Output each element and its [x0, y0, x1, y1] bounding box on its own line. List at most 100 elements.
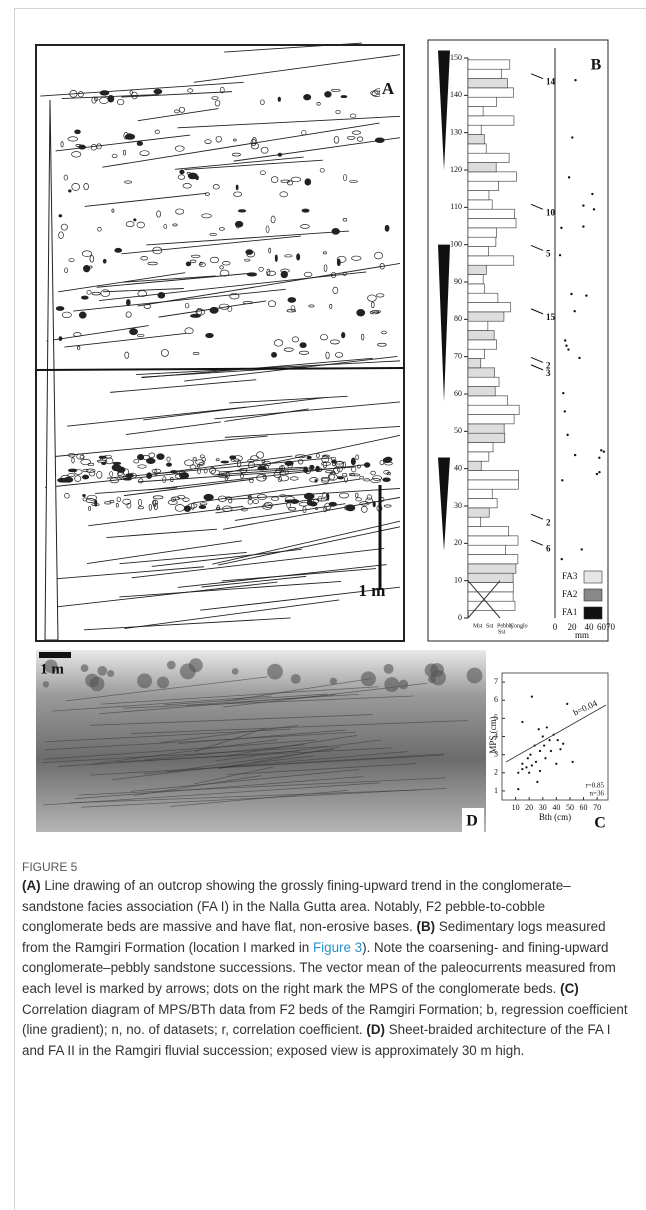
data-point: [539, 770, 541, 772]
pebble: [59, 337, 62, 341]
log-bed: [468, 536, 518, 545]
data-point: [527, 757, 529, 759]
pebble: [315, 479, 317, 482]
tree: [399, 680, 409, 690]
pebble: [300, 343, 306, 348]
log-bed: [468, 340, 497, 349]
pebble: [341, 332, 345, 338]
grain-label: Mst: [473, 623, 483, 629]
tree: [330, 678, 337, 685]
pebble: [206, 333, 214, 337]
tree: [384, 677, 399, 692]
arrow-label: 10: [546, 207, 556, 217]
pebble: [100, 91, 109, 96]
stat-label: n=36: [590, 790, 605, 798]
y-tick-label: 60: [454, 389, 462, 398]
pebble: [199, 505, 206, 508]
x-tick-label: 50: [566, 803, 574, 812]
mps-dot: [603, 450, 605, 452]
log-bed: [468, 191, 489, 200]
pebble: [275, 255, 277, 262]
tree: [90, 676, 105, 691]
log-bed: [468, 228, 497, 237]
pebble: [157, 454, 164, 460]
pebble: [278, 97, 281, 101]
y-axis-label: MPS (cm): [488, 716, 498, 753]
tree: [107, 670, 114, 677]
log-bed: [468, 499, 497, 508]
arrow-label: 14: [546, 77, 556, 87]
log-bed: [468, 377, 499, 386]
tree: [180, 664, 196, 680]
log-bed: [468, 545, 506, 554]
arrow-label: 15: [546, 312, 556, 322]
pebble: [134, 219, 136, 221]
y-tick-label: 100: [450, 239, 462, 248]
tree: [384, 664, 394, 674]
pebble: [103, 259, 106, 263]
pebble: [278, 153, 282, 156]
pebble: [247, 273, 257, 277]
data-point: [562, 743, 564, 745]
log-bed: [468, 583, 513, 592]
pebble: [221, 461, 229, 463]
pebble: [68, 190, 71, 192]
mps-dot: [582, 204, 584, 206]
arrow-label: 2: [546, 517, 551, 527]
log-bed: [468, 424, 504, 433]
mps-dot: [582, 225, 584, 227]
pebble: [351, 458, 355, 465]
stat-label: r=0.85: [585, 782, 604, 790]
figure-link[interactable]: Figure 3: [313, 940, 362, 955]
legend-label: FA3: [562, 571, 578, 581]
pebble: [68, 469, 77, 472]
pebble: [83, 265, 90, 272]
mps-dot: [564, 410, 566, 412]
log-bed: [468, 368, 495, 377]
pebble: [158, 292, 165, 298]
data-point: [550, 750, 552, 752]
y-tick-label: 10: [454, 575, 462, 584]
tree: [267, 664, 283, 680]
mps-dot: [573, 310, 575, 312]
caption-heading: FIGURE 5: [22, 858, 628, 876]
x-tick-label: 30: [539, 803, 547, 812]
mps-dot: [593, 208, 595, 210]
figure: A 1 m 0102030405060708090100110120130140…: [0, 0, 646, 850]
legend-label: FA1: [562, 607, 577, 617]
data-point: [521, 721, 523, 723]
log-bed: [468, 433, 505, 442]
x-tick-label: 40: [552, 803, 560, 812]
pebble: [375, 138, 384, 143]
y-tick-label: 40: [454, 463, 462, 472]
page: Figure 5 {"figure": { "panel_a": {"label…: [0, 0, 646, 1209]
log-bed: [468, 396, 508, 405]
pebble: [281, 271, 288, 278]
pebble: [316, 466, 320, 472]
pebble: [82, 475, 88, 479]
grain-label: Sst: [498, 629, 506, 635]
pebble: [307, 499, 312, 505]
mps-dot: [566, 434, 568, 436]
scale-label: 1 m: [40, 661, 64, 677]
pebble: [383, 458, 391, 463]
pebble: [126, 299, 130, 305]
log-bed: [468, 209, 515, 218]
pebble: [146, 458, 155, 463]
y-tick-label: 130: [450, 127, 462, 136]
pebble: [341, 95, 347, 97]
mps-dot: [568, 176, 570, 178]
log-bed: [468, 480, 518, 489]
mps-dot: [585, 294, 587, 296]
log-bed: [468, 69, 501, 78]
scale-bar: [39, 652, 71, 658]
pebble: [147, 473, 152, 479]
pebble: [137, 141, 143, 145]
mps-dot: [561, 479, 563, 481]
log-bed: [468, 405, 519, 414]
tree: [167, 661, 176, 670]
pebble: [236, 185, 238, 190]
log-bed: [468, 135, 484, 144]
log-bed: [468, 237, 496, 246]
pebble: [79, 145, 86, 149]
